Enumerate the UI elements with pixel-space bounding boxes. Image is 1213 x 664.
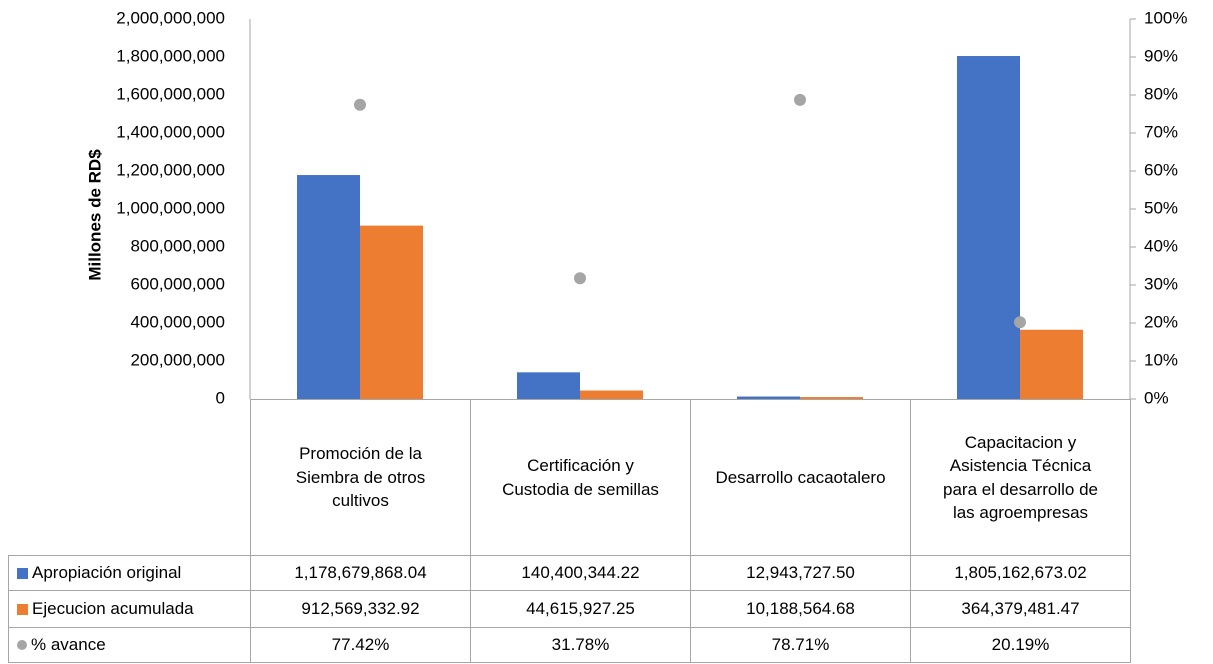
table-value: 364,379,481.47	[910, 590, 1131, 628]
category-cell: Desarrollo cacaotalero	[690, 399, 911, 556]
legend-key	[17, 567, 28, 579]
legend-label: Ejecucion acumulada	[32, 599, 194, 618]
bar	[737, 396, 800, 399]
bar	[297, 175, 360, 399]
y2-tick-label: 0%	[1144, 388, 1169, 407]
table-value: 140,400,344.22	[470, 555, 691, 591]
category-cell: Capacitacion y Asistencia Técnica para e…	[910, 399, 1131, 556]
table-value: 20.19%	[910, 627, 1131, 663]
point	[794, 93, 806, 106]
legend-cell: % avance	[8, 627, 251, 663]
bar	[517, 372, 580, 399]
table-value: 912,569,332.92	[250, 590, 471, 628]
y-tick-label: 2,000,000,000	[116, 8, 225, 27]
y-tick-label: 1,400,000,000	[116, 122, 225, 141]
bar	[1020, 329, 1083, 399]
legend-label: % avance	[31, 635, 106, 654]
y-axis-label: Millones de RD$	[85, 149, 104, 281]
table-value: 31.78%	[470, 627, 691, 663]
y-tick-label: 200,000,000	[130, 350, 225, 369]
table-value: 10,188,564.68	[690, 590, 911, 628]
y-tick-label: 400,000,000	[130, 312, 225, 331]
y-tick-label: 0	[216, 388, 225, 407]
y2-tick-label: 70%	[1144, 122, 1178, 141]
point	[354, 98, 366, 111]
table-value: 77.42%	[250, 627, 471, 663]
y-tick-label: 1,200,000,000	[116, 160, 225, 179]
y2-tick-label: 30%	[1144, 274, 1178, 293]
legend-key	[17, 603, 28, 615]
y-tick-label: 600,000,000	[130, 274, 225, 293]
legend-cell: Apropiación original	[8, 555, 251, 591]
y-tick-label: 1,600,000,000	[116, 84, 225, 103]
point	[1014, 316, 1026, 329]
y2-tick-label: 80%	[1144, 84, 1178, 103]
table-value: 12,943,727.50	[690, 555, 911, 591]
legend-key	[17, 640, 27, 650]
category-cell: Promoción de la Siembra de otros cultivo…	[250, 399, 471, 556]
legend-label: Apropiación original	[32, 563, 182, 582]
legend-cell: Ejecucion acumulada	[8, 590, 251, 628]
y2-tick-label: 50%	[1144, 198, 1178, 217]
table-value: 1,178,679,868.04	[250, 555, 471, 591]
bar	[957, 56, 1020, 399]
bar	[800, 397, 863, 399]
y2-tick-label: 20%	[1144, 312, 1178, 331]
y2-tick-label: 40%	[1144, 236, 1178, 255]
y2-tick-label: 60%	[1144, 160, 1178, 179]
bar	[580, 390, 643, 399]
category-cell: Certificación y Custodia de semillas	[470, 399, 691, 556]
table-value: 44,615,927.25	[470, 590, 691, 628]
y-tick-label: 1,000,000,000	[116, 198, 225, 217]
table-value: 1,805,162,673.02	[910, 555, 1131, 591]
table-value: 78.71%	[690, 627, 911, 663]
bar	[360, 225, 423, 399]
point	[574, 272, 586, 285]
y-tick-label: 800,000,000	[130, 236, 225, 255]
y2-tick-label: 90%	[1144, 46, 1178, 65]
y-tick-label: 1,800,000,000	[116, 46, 225, 65]
y2-tick-label: 10%	[1144, 350, 1178, 369]
y2-tick-label: 100%	[1144, 8, 1187, 27]
